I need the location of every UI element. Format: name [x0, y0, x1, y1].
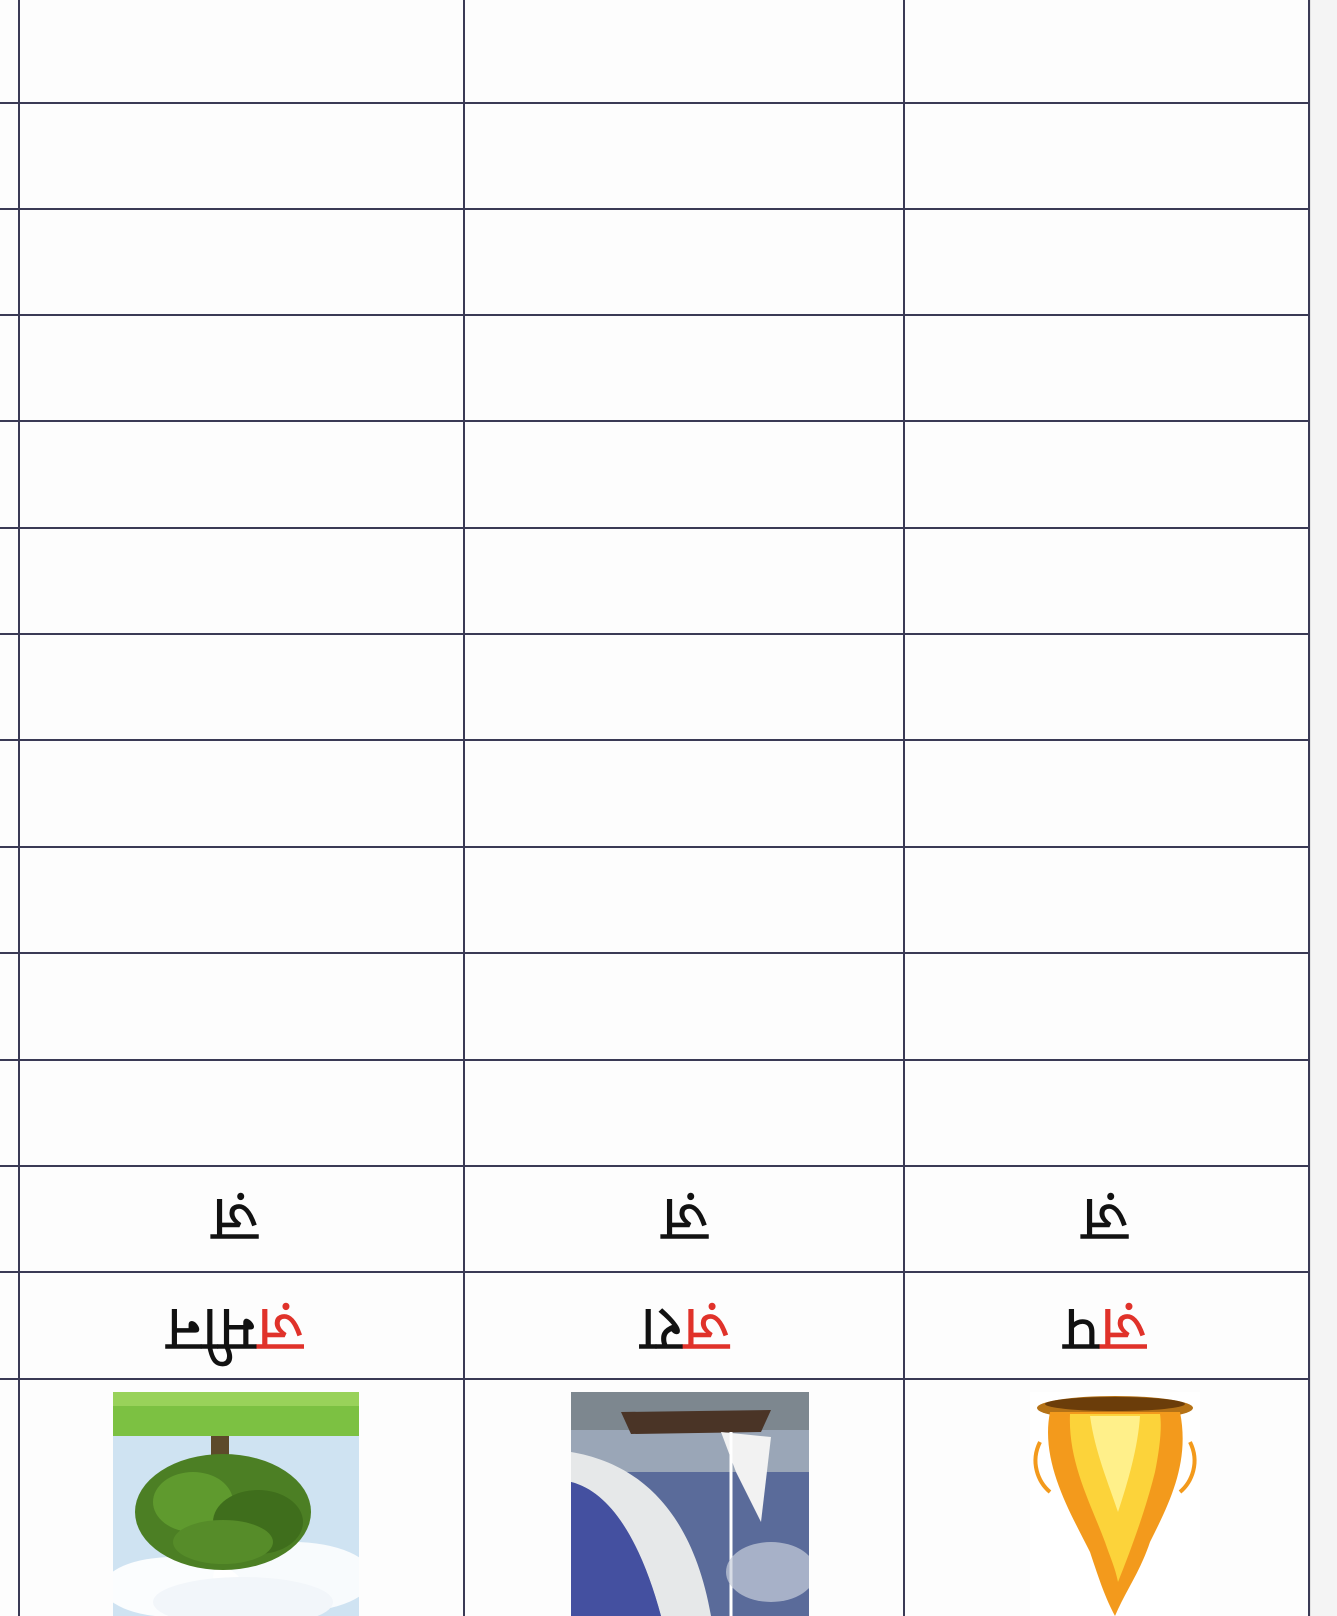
word-prefix: ज़	[1099, 1293, 1147, 1367]
grid-line	[1308, 0, 1310, 1616]
grid-line	[0, 739, 1310, 741]
grid-line	[903, 0, 905, 1616]
grid-line	[0, 1165, 1310, 1167]
grid-line	[0, 208, 1310, 210]
grid-line	[0, 633, 1310, 635]
sail-picture	[571, 1392, 809, 1616]
letter-text: ज़	[1081, 1183, 1129, 1257]
word-prefix: ज़	[256, 1293, 304, 1367]
grid-line	[0, 1059, 1310, 1061]
grid-line	[0, 1271, 1310, 1273]
word-prefix: ज़	[682, 1293, 731, 1367]
fire-picture	[1030, 1392, 1200, 1616]
letter-cell: ज़	[160, 1180, 310, 1260]
word-cell: ज़प	[990, 1285, 1220, 1375]
word-rest: मीन	[166, 1293, 257, 1367]
page-edge	[1310, 0, 1337, 1616]
grid-line	[0, 1378, 1310, 1380]
letter-cell: ज़	[610, 1180, 760, 1260]
letter-cell: ज़	[1030, 1180, 1180, 1260]
grid-line	[0, 420, 1310, 422]
letter-text: ज़	[211, 1183, 259, 1257]
letter-text: ज़	[661, 1183, 709, 1257]
grid-line	[18, 0, 20, 1616]
tree-picture	[113, 1392, 359, 1616]
grid-line	[0, 102, 1310, 104]
grid-line	[0, 527, 1310, 529]
grid-line	[0, 314, 1310, 316]
grid-line	[0, 952, 1310, 954]
word-cell: ज़मीन	[120, 1285, 350, 1375]
word-rest: रा	[639, 1293, 683, 1367]
grid-line	[0, 846, 1310, 848]
word-rest: प	[1063, 1293, 1100, 1367]
grid-line	[463, 0, 465, 1616]
word-cell: ज़रा	[570, 1285, 800, 1375]
